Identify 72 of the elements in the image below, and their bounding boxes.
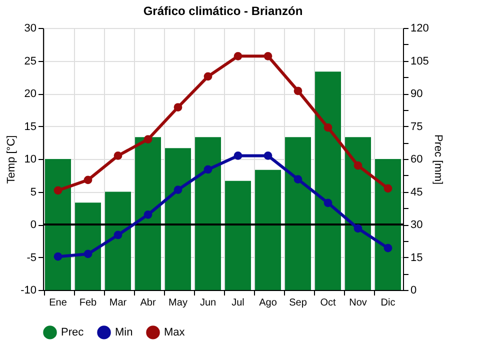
y-tick-label: 5 [30,186,36,198]
x-tick-label: Ene [49,298,68,308]
point [384,244,392,252]
x-tick-label: Jun [200,298,216,308]
bar [105,192,131,290]
bar [375,159,401,290]
point [84,250,92,258]
point [84,176,92,184]
bar [285,137,311,290]
y-tick-label: 20 [24,88,36,100]
point [354,224,362,233]
point [54,252,62,261]
x-tick-label: May [168,298,188,308]
bar [315,72,341,290]
point [264,52,272,60]
bar [135,137,161,290]
bar [255,170,281,290]
y2-tick-label: 30 [410,219,423,231]
x-tick-label: Ago [259,298,278,308]
x-tick-label: Feb [79,298,98,308]
legend-label: Min [115,326,133,338]
point [324,123,332,132]
point [294,175,302,184]
y-tick-label: 15 [24,120,36,133]
point [204,165,212,174]
y2-tick-label: 45 [410,186,423,198]
bar [195,137,221,290]
y2-tick-label: 120 [410,22,429,34]
point [114,152,122,160]
point [234,52,242,60]
point [144,135,152,144]
x-tick-label: Oct [320,298,336,308]
y-tick-label: -5 [26,252,36,264]
legend-label: Max [164,326,186,338]
point [144,210,152,219]
y2-tick-label: 60 [410,154,423,166]
x-tick-label: Sep [289,298,308,308]
y-tick-label: 0 [30,219,36,231]
point [54,186,62,195]
point [204,72,212,81]
x-tick-label: Dic [380,298,396,308]
y2-tick-label: 90 [410,88,423,100]
point [384,184,392,193]
bar [75,202,101,290]
legend-label: Prec [61,326,84,338]
point [114,230,122,240]
y-tick-label: 10 [24,154,36,166]
y2-tick-label: 0 [410,284,417,296]
point [264,152,272,160]
y2-tick-label: 75 [410,120,423,133]
x-tick-label: Abr [140,298,156,308]
y-axis-title: Temp [°C] [6,135,18,184]
x-tick-label: Nov [349,298,367,308]
y-tick-label: 30 [24,22,36,34]
point [174,186,182,194]
point [324,198,332,208]
y-tick-label: 25 [24,55,36,68]
point [354,161,362,170]
bar [45,159,71,290]
bar [165,148,191,290]
point [174,103,182,112]
y2-tick-label: 15 [410,252,423,264]
bar [225,180,251,290]
x-tick-label: Jul [232,298,244,308]
y2-axis-title: Prec [mm] [432,134,444,185]
point [234,152,242,160]
x-tick-label: Mar [109,298,128,308]
point [294,86,302,96]
y2-tick-label: 105 [410,55,429,68]
y-tick-label: -10 [20,284,36,296]
chart-title: Gráfico climático - Brianzón [143,4,303,18]
bar [345,137,371,290]
